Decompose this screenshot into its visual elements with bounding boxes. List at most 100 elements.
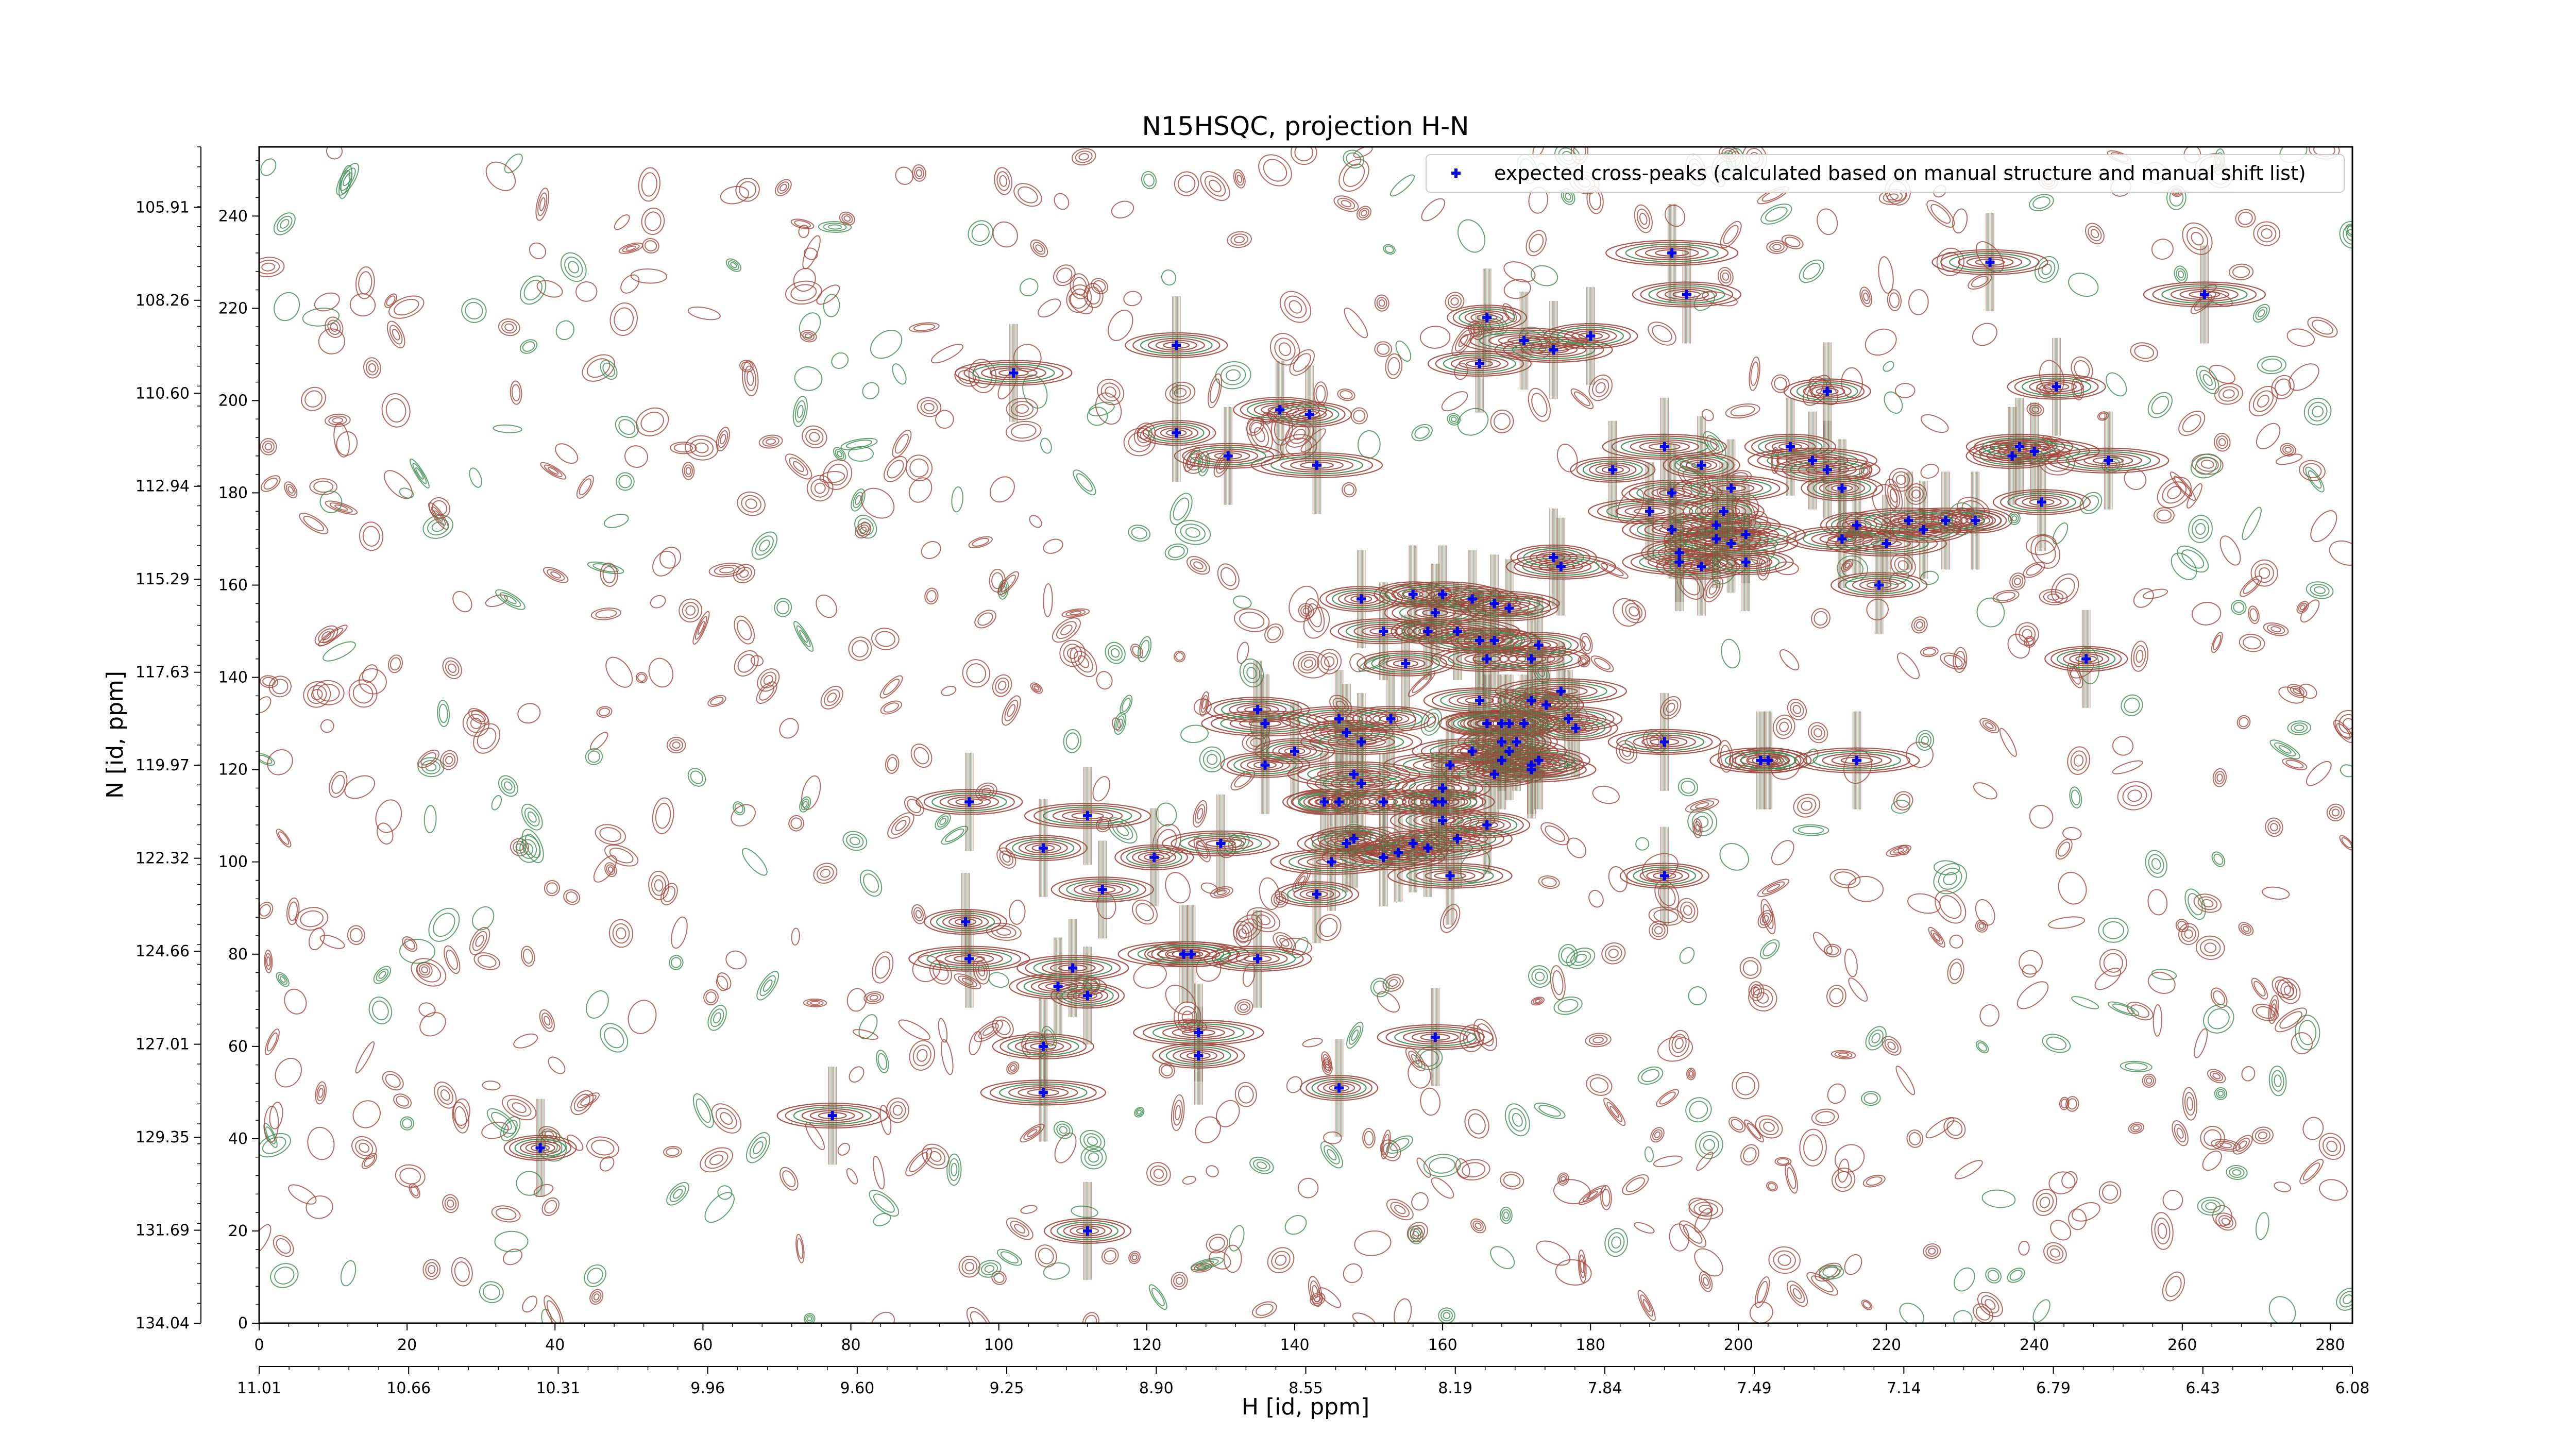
noise-contour [2274,742,2296,757]
noise-contour [566,1134,584,1151]
noise-contour [1731,1119,1743,1131]
noise-contour [2341,837,2352,849]
noise-contour [2071,356,2093,382]
noise-contour [782,1170,796,1188]
noise-contour [1490,409,1514,433]
ppm-y-tick-label: 134.04 [135,1314,190,1332]
noise-contour [1950,962,1962,981]
noise-contour [2268,994,2279,1024]
noise-contour [262,1136,286,1154]
noise-contour [2267,820,2281,834]
noise-contour [1233,608,1270,632]
noise-contour [2242,925,2249,932]
noise-contour [977,1260,1002,1278]
noise-contour [1020,1205,1038,1214]
noise-contour [404,938,416,950]
noise-contour [789,457,808,476]
noise-contour [2204,1129,2222,1146]
noise-contour [385,398,406,423]
noise-contour [2299,1158,2324,1185]
noise-contour [2305,466,2325,493]
noise-contour [1930,930,1943,945]
noise-contour [1006,397,1039,420]
noise-contour [1736,1076,1756,1095]
noise-contour [1252,1301,1277,1319]
cross-peak-marker [1674,557,1684,567]
noise-contour [727,260,739,271]
noise-contour [1072,277,1087,296]
noise-contour [2069,666,2081,685]
noise-contour [895,820,907,832]
noise-contour [1149,1165,1167,1183]
noise-contour [491,1205,521,1223]
cross-peak-marker [1194,1027,1204,1037]
noise-contour [1920,646,1939,657]
noise-contour [1300,605,1312,617]
noise-contour [859,527,867,534]
noise-contour [1689,1101,1708,1119]
noise-contour [1768,1246,1801,1274]
noise-contour [1131,1254,1138,1261]
noise-contour [912,1044,931,1067]
noise-contour [1588,1035,1608,1045]
noise-contour [941,825,968,845]
noise-contour [418,964,431,976]
noise-contour [1394,1298,1412,1323]
noise-contour [1677,898,1699,923]
noise-contour [1310,1292,1326,1306]
noise-contour [2329,806,2343,819]
noise-contour [1720,269,1732,284]
noise-contour [1356,206,1371,221]
noise-contour [2219,535,2241,566]
noise-contour [2009,1270,2023,1281]
noise-contour [278,831,290,845]
noise-contour [2130,342,2158,362]
noise-contour [513,1033,538,1049]
noise-contour [1768,1183,1776,1190]
noise-contour [1792,1288,1802,1300]
noise-contour [910,744,933,768]
noise-contour [1217,563,1240,590]
noise-contour [1289,585,1319,622]
noise-contour [2181,549,2205,569]
noise-contour [708,563,745,578]
noise-contour [1977,1291,2003,1317]
noise-contour [849,1066,865,1083]
noise-contour [939,818,947,825]
noise-contour [475,935,484,947]
noise-contour [473,723,501,754]
noise-contour [2255,1129,2270,1142]
noise-contour [485,161,516,191]
noise-contour [720,185,750,205]
noise-contour [1918,733,1932,748]
noise-contour [259,257,285,277]
noise-contour [2310,584,2330,597]
noise-contour [682,462,695,480]
noise-contour [2016,981,2049,1009]
noise-contour [1097,379,1125,406]
noise-contour [2088,226,2102,242]
noise-contour [1342,482,1357,498]
noise-contour [382,1071,404,1091]
noise-contour [1388,979,1398,987]
noise-contour [2142,1073,2156,1088]
noise-contour [922,1143,950,1170]
noise-contour [2162,1271,2185,1302]
noise-contour [1611,1236,1621,1249]
noise-contour [1019,278,1039,297]
noise-contour [1031,684,1041,693]
noise-contour [1059,1126,1068,1134]
noise-contour [1078,153,1089,161]
noise-contour [2232,266,2250,278]
noise-contour [2084,223,2105,245]
noise-contour [1975,919,1988,933]
noise-contour [1594,657,1611,670]
noise-contour [2280,443,2296,457]
cross-peak-marker [1445,871,1455,881]
noise-contour [1080,1145,1107,1170]
noise-contour [1776,718,1792,736]
noise-contour [673,1189,683,1199]
noise-contour [912,164,926,182]
noise-contour [892,429,912,458]
noise-contour [1732,1072,1759,1100]
